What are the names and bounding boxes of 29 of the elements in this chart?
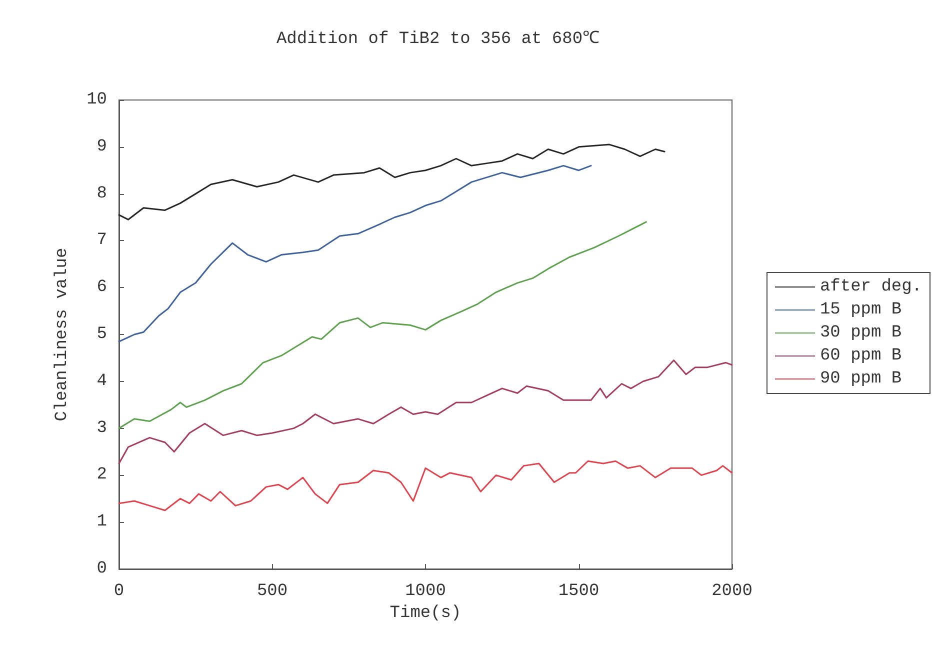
x-tick-label: 1000 [405, 582, 446, 601]
x-tick-label: 0 [114, 582, 124, 601]
line-series [118, 221, 647, 430]
x-tick-label: 2000 [712, 582, 752, 601]
y-tick-label: 3 [96, 418, 107, 438]
y-tick-label: 10 [86, 90, 107, 110]
y-axis-title: Cleanliness value [53, 248, 72, 422]
line-series [118, 460, 733, 512]
y-tick-label: 0 [96, 560, 107, 578]
legend-label: after deg. [820, 278, 922, 296]
chart-title: Addition of TiB2 to 356 at 680℃ [276, 30, 600, 49]
x-tick-label: 500 [256, 582, 288, 601]
legend-label: 90 ppm B [820, 370, 902, 388]
y-tick-label: 2 [96, 466, 107, 485]
legend-label: 15 ppm B [820, 300, 902, 320]
x-axis-title: Time(s) [390, 604, 462, 623]
legend-label: 60 ppm B [820, 346, 902, 366]
y-tick-label: 5 [96, 325, 107, 344]
line-series [118, 360, 733, 464]
legend-label: 30 ppm B [820, 324, 902, 342]
y-tick-label: 8 [96, 184, 107, 204]
line-series [118, 164, 592, 342]
y-tick-label: 7 [96, 231, 107, 250]
y-tick-label: 1 [96, 512, 107, 532]
line-series [118, 144, 666, 220]
y-tick-label: 9 [96, 137, 107, 156]
y-tick-label: 4 [96, 372, 107, 391]
y-tick-label: 6 [96, 278, 107, 298]
x-tick-label: 1500 [558, 582, 600, 601]
